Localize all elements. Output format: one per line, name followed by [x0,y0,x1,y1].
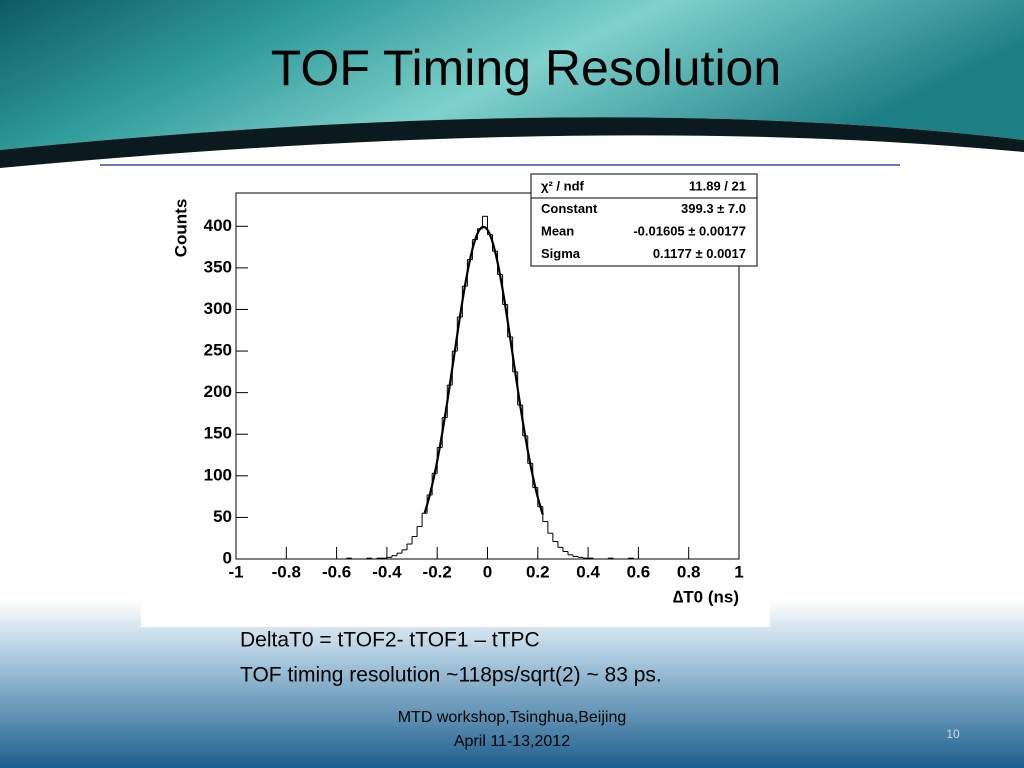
y-axis-label: Counts [171,199,190,258]
y-tick-label: 0 [223,548,232,567]
y-tick-label: 300 [204,299,232,318]
body-line: DeltaT0 = tTOF2- tTOF1 – tTPC [240,629,540,652]
body-line: TOF timing resolution ~118ps/sqrt(2) ~ 8… [240,664,662,687]
y-tick-label: 250 [204,341,232,360]
stats-label: χ² / ndf [541,178,585,193]
x-tick-label: -0.2 [423,562,452,581]
stats-label: Constant [541,201,598,216]
stats-value: -0.01605 ± 0.00177 [633,223,746,238]
header-curve [0,117,1024,168]
x-tick-label: -0.4 [372,562,402,581]
x-axis-label: ∆T0 (ns) [673,587,739,606]
x-tick-label: 0.4 [576,562,600,581]
y-tick-label: 350 [204,257,232,276]
stats-label: Mean [541,223,574,238]
y-tick-label: 400 [204,216,232,235]
y-tick-label: 50 [213,507,232,526]
footer-text: April 11-13,2012 [454,733,570,750]
slide-title: TOF Timing Resolution [271,40,781,96]
x-tick-label: 0.8 [677,562,701,581]
fit-curve [423,225,544,515]
x-tick-label: 0 [483,562,492,581]
page-number: 10 [946,727,960,741]
header-band [0,0,1024,150]
stats-box [530,173,758,267]
y-tick-label: 100 [204,465,232,484]
y-tick-label: 200 [204,382,232,401]
x-tick-label: -1 [228,562,243,581]
x-tick-label: -0.8 [272,562,301,581]
stats-value: 0.1177 ± 0.0017 [653,246,746,261]
x-tick-label: -0.6 [322,562,351,581]
x-tick-label: 0.6 [627,562,651,581]
stats-value: 11.89 / 21 [689,178,746,193]
x-tick-label: 0.2 [526,562,550,581]
y-tick-label: 150 [204,424,232,443]
footer-band [0,600,1024,768]
footer-text: MTD workshop,Tsinghua,Beijing [398,709,627,726]
stats-value: 399.3 ± 7.0 [681,201,746,216]
stats-label: Sigma [541,246,581,261]
x-tick-label: 1 [734,562,743,581]
